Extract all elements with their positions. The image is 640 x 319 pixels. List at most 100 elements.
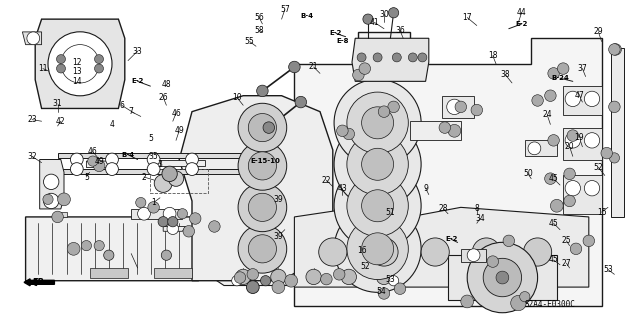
Circle shape [334,79,421,166]
Text: 53: 53 [603,265,613,274]
Circle shape [388,276,399,286]
Circle shape [306,269,321,285]
Text: 49: 49 [94,157,104,166]
Text: 49: 49 [174,126,184,135]
Circle shape [472,238,500,266]
Text: 2: 2 [141,173,147,182]
Circle shape [609,101,620,113]
Circle shape [362,148,394,180]
Circle shape [238,225,287,273]
Circle shape [337,125,348,137]
Circle shape [408,53,417,62]
Circle shape [95,64,104,73]
Circle shape [392,53,401,62]
FancyArrow shape [24,279,54,286]
Text: 58: 58 [254,26,264,35]
Circle shape [359,63,371,74]
Circle shape [260,276,271,286]
Circle shape [321,273,332,285]
Text: 45: 45 [548,219,559,228]
Circle shape [394,283,406,294]
Circle shape [334,205,421,292]
Circle shape [319,238,347,266]
Circle shape [524,238,552,266]
Text: 47: 47 [574,91,584,100]
Circle shape [347,218,408,279]
Circle shape [158,217,168,227]
Text: 50: 50 [523,169,533,178]
Circle shape [467,249,480,262]
Circle shape [161,250,172,260]
Text: 54: 54 [376,287,386,296]
Circle shape [564,168,575,180]
Polygon shape [160,160,205,166]
Polygon shape [131,209,182,219]
Circle shape [238,142,287,190]
Circle shape [186,163,198,175]
Polygon shape [179,96,333,281]
Text: 8: 8 [474,204,479,213]
Circle shape [70,153,83,166]
Text: 22: 22 [322,176,331,185]
Circle shape [610,44,621,55]
Circle shape [209,221,220,232]
Circle shape [257,85,268,97]
Circle shape [362,107,394,139]
Polygon shape [563,175,602,214]
Text: E-2: E-2 [515,21,528,27]
Polygon shape [58,153,243,158]
Circle shape [56,64,65,73]
Circle shape [545,173,556,184]
Polygon shape [611,48,624,217]
Polygon shape [26,217,218,281]
Text: 4: 4 [109,120,115,129]
Text: B-4: B-4 [301,13,314,19]
Text: 45: 45 [548,256,559,264]
Circle shape [370,238,398,266]
Polygon shape [163,226,186,231]
Text: 39: 39 [273,232,284,241]
Text: E-2: E-2 [445,236,458,242]
Circle shape [167,223,179,234]
Text: 18: 18 [488,51,497,60]
Circle shape [58,193,70,206]
Circle shape [487,256,499,267]
Text: 10: 10 [232,93,242,102]
Circle shape [347,92,408,153]
Circle shape [163,207,176,220]
Circle shape [567,130,579,141]
Circle shape [532,95,543,106]
Circle shape [448,124,461,137]
Text: B-4: B-4 [122,152,134,158]
Text: E-8: E-8 [336,39,349,44]
Text: 34: 34 [475,214,485,223]
Text: 28: 28 [439,204,448,213]
Circle shape [43,194,53,204]
Polygon shape [294,32,602,306]
Text: 21: 21 [309,63,318,71]
Circle shape [601,147,612,159]
Circle shape [362,190,394,222]
Text: 42: 42 [56,117,66,126]
Circle shape [378,288,390,299]
Text: 3: 3 [157,160,163,169]
Circle shape [154,174,172,192]
Circle shape [248,114,276,142]
Circle shape [136,197,146,208]
Text: 43: 43 [337,184,348,193]
Text: 5: 5 [148,134,153,143]
Circle shape [511,295,526,311]
Polygon shape [410,121,461,140]
Circle shape [94,241,104,251]
Text: 46: 46 [88,147,98,156]
Text: 39: 39 [273,195,284,204]
Text: 51: 51 [385,208,396,217]
Text: S2A4-E0300C: S2A4-E0300C [525,300,575,309]
Circle shape [483,258,522,297]
Circle shape [363,14,373,24]
Text: 16: 16 [356,246,367,255]
Circle shape [421,238,449,266]
Text: 13: 13 [72,67,82,76]
Circle shape [333,269,345,280]
Text: 14: 14 [72,77,82,86]
